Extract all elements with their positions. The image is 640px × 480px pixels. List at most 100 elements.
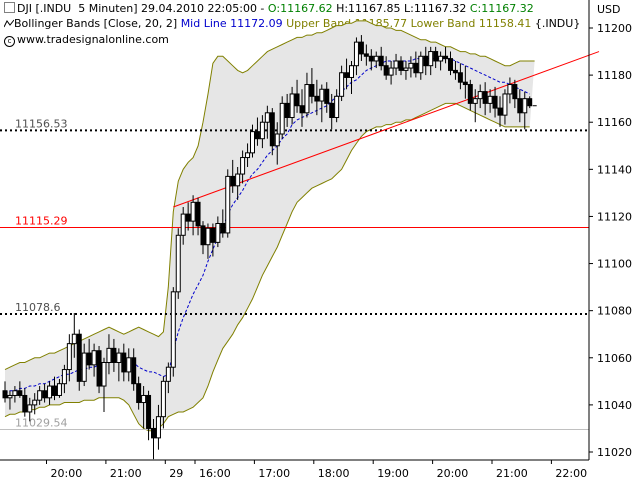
candle-up [160,380,166,418]
candle-down [309,84,315,97]
candle-up [353,41,359,67]
candle-down [383,65,389,76]
level-label-1: 11115.29 [15,215,68,228]
candle-down [17,390,23,396]
candle-up [250,131,255,154]
candle-down [324,88,330,104]
candle-up [91,350,97,366]
candle-down [527,98,533,107]
candle-down [96,350,102,387]
candle-up [116,352,122,363]
candle-down [462,81,468,86]
candle-up [477,91,483,100]
candle-up [225,175,231,234]
lower-band-legend: Lower Band 11158.41 [410,17,535,30]
candle-up [334,95,340,119]
candle-up [408,62,414,69]
candle-up [245,152,251,159]
candle-up [373,55,379,62]
candle-down [185,213,191,222]
candle-down [195,201,201,227]
mid-line-legend: Mid Line 11172.09 [180,17,287,30]
candle-up [264,112,270,123]
candle-down [413,62,419,74]
candle-up [106,347,112,363]
candle-up [180,213,186,236]
candle-down [358,41,364,55]
chart-title-line: DJI [.INDU 5 Minuten] 29.04.2010 22:05:0… [4,2,534,15]
candle-up [7,394,13,399]
candle-up [349,65,354,78]
candle-down [76,333,82,382]
y-tick-label: 11160 [597,116,632,129]
candle-down [269,112,275,147]
candle-up [339,72,345,97]
close-value: C:11167.32 [469,2,534,15]
candle-up [393,60,399,69]
level-label-2: 11078.6 [15,301,61,314]
candle-up [304,84,310,114]
candle-down [136,383,142,404]
candle-up [507,84,513,95]
x-tick-label: 20:00 [51,467,83,480]
candle-up [502,93,508,116]
candle-up [141,394,147,404]
candle-down [2,390,8,399]
candle-down [443,55,449,60]
indicator-name: Bollinger Bands [Close, 20, 2] [14,17,181,30]
upper-band-line [4,20,535,371]
y-tick-label: 11040 [597,399,632,412]
candle-up [438,55,444,62]
candle-up [472,98,478,104]
symbol-info: DJI [.INDU 5 Minuten] 29.04.2010 22:05:0… [17,2,268,15]
candle-up [190,201,196,222]
candle-up [428,51,434,67]
candle-down [492,95,498,109]
candle-down [294,93,300,107]
candle-up [403,67,409,71]
candle-down [86,352,92,366]
candle-up [27,404,33,413]
candle-up [279,102,285,135]
candle-down [423,55,429,67]
copyright-text: www.tradesignalonline.com [17,33,169,46]
candle-down [22,394,28,413]
copyright-icon: c [4,36,15,47]
candle-up [388,67,394,76]
indicator-line-icon [4,19,14,28]
candle-up [165,366,171,382]
candle-down [482,91,488,104]
candle-up [175,234,181,293]
candle-up [240,157,246,175]
copyright-line: c www.tradesignalonline.com [4,33,169,47]
candle-down [517,98,523,114]
candle-down [52,385,57,396]
level-label-0: 11156.53 [15,117,68,130]
candle-down [329,102,335,119]
candle-down [111,347,117,363]
candle-up [12,390,18,396]
candle-down [314,95,320,102]
window-icon [4,2,15,13]
x-tick-label: 20:00 [437,467,469,480]
x-tick-label: 21:00 [496,467,528,480]
candle-down [284,102,290,119]
trend-line [173,51,600,208]
candle-up [235,173,241,187]
candle-down [344,72,350,78]
candle-up [81,352,87,382]
lower-band-line [4,102,530,432]
candle-down [200,225,206,246]
x-tick-label: 19:00 [377,467,409,480]
candle-down [452,69,458,74]
y-tick-label: 11200 [597,22,632,35]
candle-up [274,133,280,147]
candle-up [56,383,62,396]
y-tick-label: 11120 [597,210,632,223]
y-axis-unit: USD [597,3,621,16]
candle-down [368,55,374,62]
y-tick-label: 11180 [597,69,632,82]
x-tick-label: 22:00 [555,467,587,480]
candle-up [215,223,221,243]
